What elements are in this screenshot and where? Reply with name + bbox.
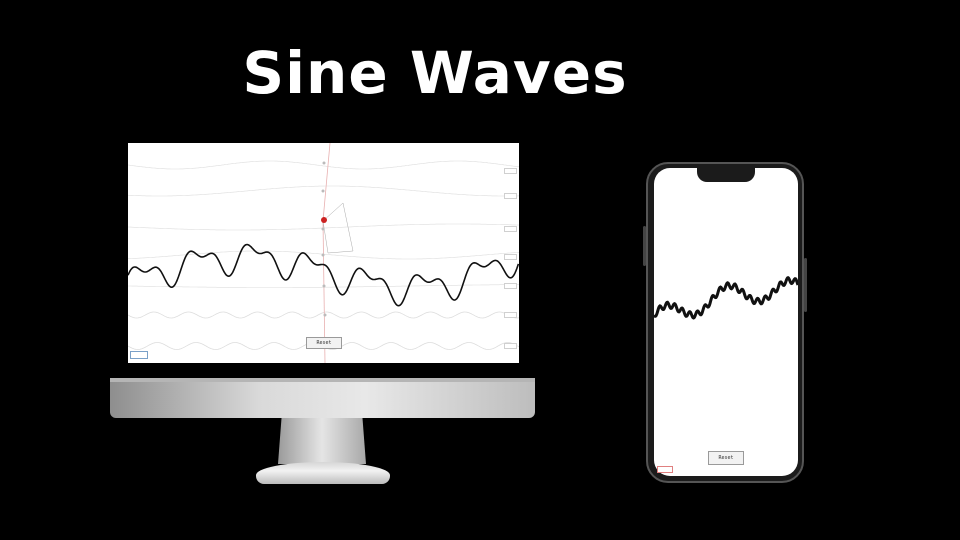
mobile-corner-button[interactable] — [657, 466, 673, 473]
phone-screen — [654, 168, 798, 476]
mobile-wave-canvas[interactable] — [654, 168, 798, 476]
active-marker — [321, 217, 327, 223]
desktop-reset-button[interactable]: Reset — [306, 337, 342, 349]
wave-label-tag[interactable] — [504, 343, 517, 349]
wave-label-tag[interactable] — [504, 226, 517, 232]
guide-wave — [128, 160, 519, 170]
wave-label-tag[interactable] — [504, 193, 517, 199]
wave-marker — [321, 253, 325, 257]
wave-marker — [322, 284, 326, 288]
composite-wave — [128, 243, 519, 307]
guide-wave — [128, 185, 519, 197]
phone-side-button-right — [804, 258, 807, 312]
monitor-stand-neck — [278, 418, 366, 464]
wave-marker — [323, 313, 327, 317]
wave-marker — [322, 161, 326, 165]
wave-label-tag[interactable] — [504, 312, 517, 318]
monitor-chin-edge — [110, 378, 535, 382]
desktop-wave-canvas[interactable] — [128, 143, 519, 363]
wave-label-tag[interactable] — [504, 283, 517, 289]
phone-side-button-left — [643, 226, 646, 266]
wave-marker — [321, 189, 325, 193]
wave-label-tag[interactable] — [504, 254, 517, 260]
wave-marker — [321, 227, 325, 231]
phasor-guide — [322, 202, 354, 254]
monitor-stand-base — [256, 462, 390, 484]
cursor-line — [322, 143, 331, 222]
monitor-chin — [110, 378, 535, 418]
composite-wave — [654, 276, 798, 320]
desktop-corner-button[interactable] — [130, 351, 148, 359]
page-title: Sine Waves — [242, 39, 628, 107]
wave-label-tag[interactable] — [504, 168, 517, 174]
mobile-reset-button[interactable]: Reset — [708, 451, 744, 465]
guide-wave — [128, 311, 519, 319]
monitor-screen — [128, 143, 519, 363]
phone-notch — [697, 167, 755, 182]
